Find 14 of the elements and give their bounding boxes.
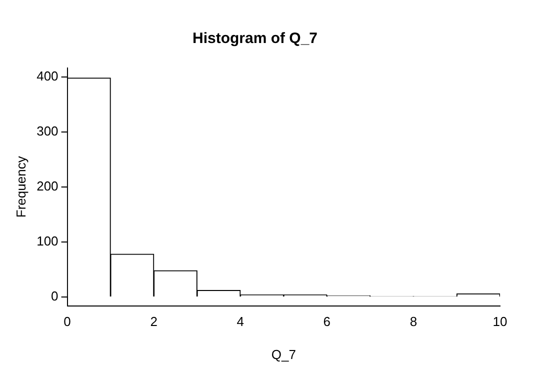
x-tick-label: 8 (410, 314, 418, 330)
x-tick-label: 10 (492, 314, 508, 330)
y-tick-label: 300 (36, 123, 58, 138)
y-axis-title: Frequency (13, 156, 28, 218)
x-tick-label: 2 (150, 314, 158, 330)
x-tick-label: 6 (323, 314, 331, 330)
x-axis-title: Q_7 (271, 346, 296, 362)
y-tick-label: 400 (36, 68, 58, 84)
chart-title: Histogram of Q_7 (192, 30, 318, 48)
y-tick-label: 0 (51, 288, 58, 304)
x-tick-label: 0 (64, 314, 71, 330)
y-tick-label: 200 (36, 178, 58, 194)
y-tick-label: 100 (36, 234, 58, 249)
x-tick-label: 4 (236, 314, 244, 330)
